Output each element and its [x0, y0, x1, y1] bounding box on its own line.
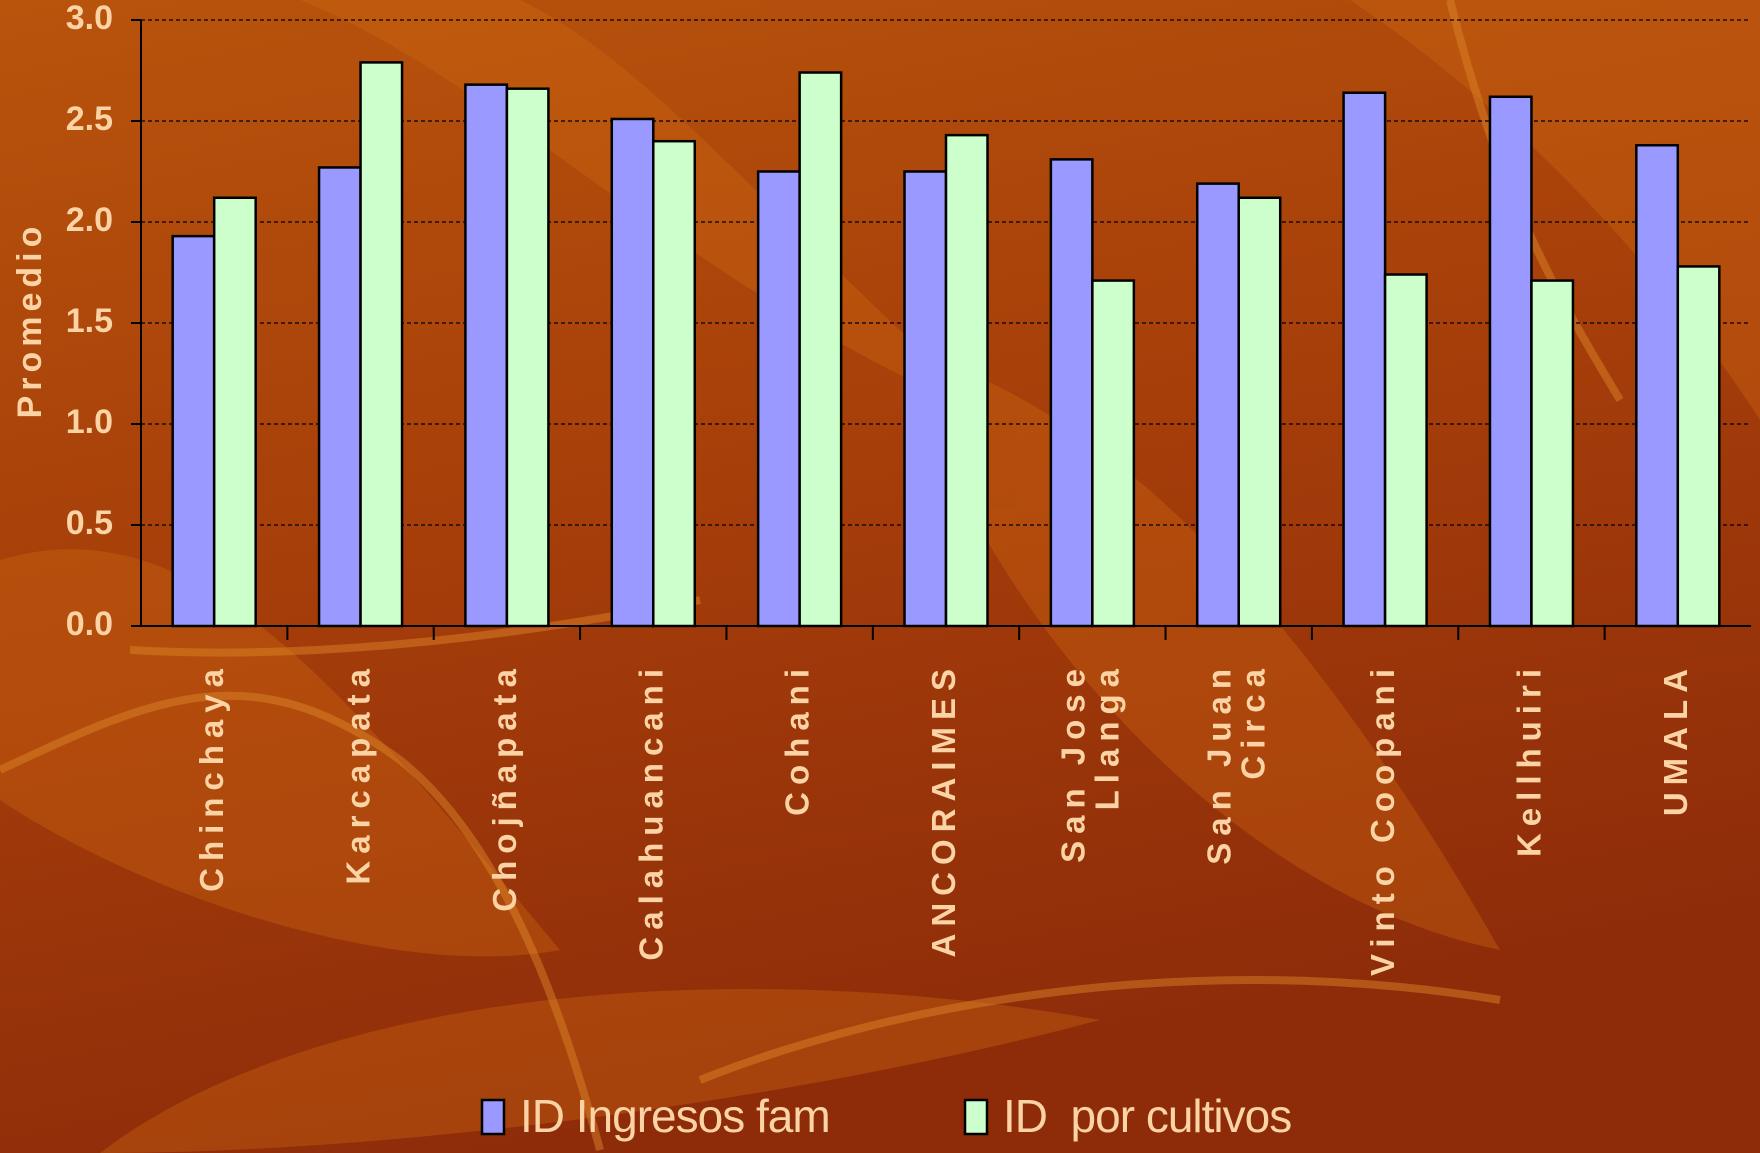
- bar: [798, 71, 843, 628]
- x-tick-label: Chinchaya: [193, 662, 230, 892]
- x-tick-label: Calahuancani: [632, 662, 669, 961]
- bar: [1488, 95, 1533, 628]
- x-tick-label: Chojñapata: [486, 662, 523, 912]
- bar: [1530, 279, 1575, 628]
- y-tick-label: 1.0: [66, 403, 113, 441]
- x-tick-label: UMALA: [1657, 662, 1694, 816]
- bar: [610, 117, 655, 628]
- y-tick-label: 1.5: [66, 302, 113, 340]
- bar: [212, 196, 257, 628]
- x-tick-label: Cohani: [778, 662, 815, 816]
- legend-swatch: [480, 1098, 506, 1136]
- bar: [1237, 196, 1282, 628]
- bar: [1049, 158, 1094, 628]
- bar: [505, 87, 550, 628]
- bar: [359, 61, 404, 628]
- bar: [464, 83, 509, 628]
- bar: [1342, 91, 1387, 628]
- bar: [1195, 182, 1240, 628]
- x-tick-label: Kellhuiri: [1510, 662, 1547, 857]
- y-tick-label: 2.5: [66, 100, 113, 138]
- y-axis-label: Promedio: [11, 222, 49, 419]
- y-tick-label: 0.5: [66, 504, 113, 542]
- bar: [903, 170, 948, 628]
- bar: [1635, 143, 1680, 628]
- y-tick-label: 3.0: [66, 0, 113, 37]
- x-tick-label: Karcapata: [339, 662, 376, 885]
- bar: [1091, 279, 1136, 628]
- legend-swatch: [963, 1098, 989, 1136]
- bar: [171, 234, 216, 628]
- bar: [317, 166, 362, 628]
- bar: [944, 133, 989, 628]
- bar: [756, 170, 801, 628]
- legend-label: ID por cultivos: [1003, 1090, 1291, 1142]
- x-tick-label: San JuanCirca: [1200, 662, 1271, 865]
- bar: [1383, 273, 1428, 628]
- x-tick-label: San JoseLlanga: [1054, 662, 1125, 863]
- bar: [652, 139, 697, 628]
- legend-label: ID Ingresos fam: [520, 1090, 830, 1142]
- x-tick-label: ANCORAIMES: [925, 662, 962, 958]
- bar: [1676, 265, 1721, 628]
- x-tick-label: Vinto Coopani: [1364, 662, 1401, 976]
- y-tick-label: 2.0: [66, 201, 113, 239]
- y-tick-label: 0.0: [66, 605, 113, 643]
